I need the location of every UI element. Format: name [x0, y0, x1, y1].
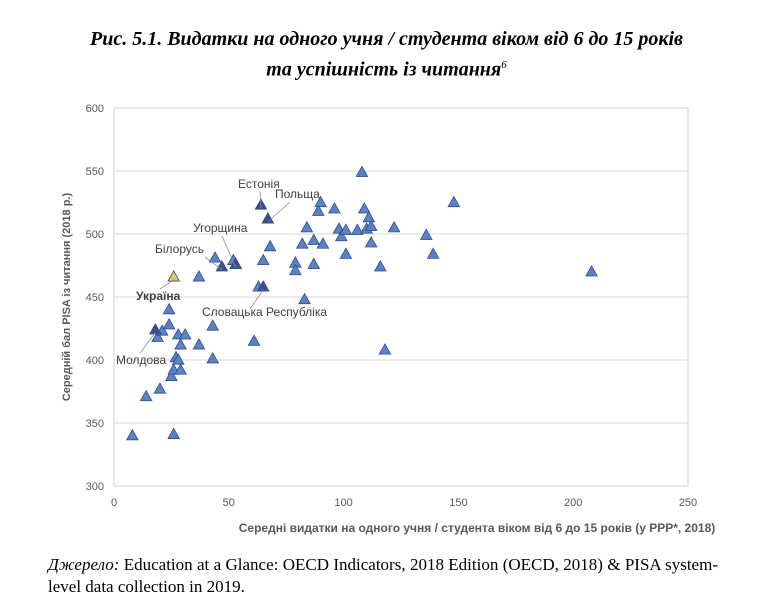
y-tick-label: 600: [86, 103, 104, 115]
data-point: [167, 427, 181, 439]
data-point: [192, 270, 206, 282]
data-point: [208, 251, 222, 263]
callout-line: [221, 235, 237, 268]
data-point: [419, 228, 433, 240]
highlighted-point: [215, 259, 229, 272]
callout-line: [204, 256, 223, 271]
x-tick-label: 250: [679, 497, 697, 509]
highlighted-point: [229, 257, 243, 269]
data-point: [125, 428, 139, 441]
data-point: [289, 263, 302, 276]
country-label-slovakia: Словацька Республіка: [202, 305, 327, 319]
data-point: [585, 264, 598, 277]
data-point: [139, 389, 153, 402]
data-point: [316, 237, 330, 249]
highlighted-point: [167, 270, 181, 282]
x-tick-label: 100: [334, 497, 352, 509]
data-point: [295, 237, 309, 249]
data-point: [153, 382, 167, 394]
x-tick-label: 50: [223, 497, 235, 509]
data-point: [300, 220, 314, 233]
highlighted-point: [256, 280, 270, 292]
grid-lines: [114, 170, 688, 424]
data-point: [174, 363, 187, 375]
y-tick-labels: 300 350 400 450 500 550 600: [86, 103, 104, 493]
source-caption: Джерело: Education at a Glance: OECD Ind…: [48, 554, 718, 598]
data-points: [125, 165, 598, 441]
title-line-2-text: та успішність із читання: [266, 58, 502, 81]
data-point: [339, 247, 353, 259]
x-tick-label: 200: [564, 497, 582, 509]
data-point: [387, 220, 401, 233]
callout-line: [259, 191, 262, 209]
data-point: [247, 334, 261, 346]
data-point: [378, 343, 392, 355]
data-point: [307, 257, 321, 269]
data-point: [447, 195, 461, 208]
highlighted-points: [148, 198, 275, 335]
y-axis-label: Середній бал PISA із читання (2018 р.): [61, 193, 73, 402]
data-point: [192, 338, 206, 350]
title-line-1: Рис. 5.1. Видатки на одного учня / студе…: [90, 28, 683, 50]
country-label-estonia: Естонія: [238, 177, 280, 191]
data-point: [311, 204, 325, 216]
data-point: [332, 222, 346, 234]
y-tick-label: 550: [86, 166, 104, 178]
country-label-moldova: Молдова: [116, 353, 166, 367]
data-point: [256, 253, 270, 266]
data-point: [165, 369, 178, 381]
data-point: [364, 236, 378, 248]
title-line-2: та успішність із читання6: [0, 52, 773, 83]
highlighted-point: [148, 322, 162, 335]
y-tick-label: 400: [86, 355, 104, 367]
callout-line: [267, 201, 291, 223]
data-point: [178, 327, 192, 340]
data-point: [174, 338, 187, 350]
data-point: [263, 239, 277, 252]
highlighted-point: [261, 212, 275, 224]
data-point: [314, 195, 328, 208]
data-point: [206, 351, 220, 364]
data-point: [426, 247, 440, 259]
data-point: [355, 165, 369, 177]
source-text: Education at a Glance: OECD Indicators, …: [48, 555, 718, 596]
chart-title: Рис. 5.1. Видатки на одного учня / студе…: [0, 26, 773, 83]
data-point: [307, 233, 321, 245]
data-point: [206, 319, 220, 331]
data-point: [328, 201, 341, 214]
y-tick-label: 350: [86, 418, 104, 430]
x-axis-label: Середні видатки на одного учня / студент…: [239, 521, 716, 535]
footnote-mark: 6: [501, 59, 507, 71]
y-tick-label: 500: [86, 229, 104, 241]
data-point: [364, 219, 378, 232]
y-tick-label: 300: [86, 481, 104, 493]
data-point: [151, 330, 165, 342]
data-point: [357, 201, 371, 214]
data-point: [334, 229, 348, 242]
callout-line: [139, 332, 156, 354]
y-tick-label: 450: [86, 292, 104, 304]
country-label-hungary: Угорщина: [193, 221, 248, 235]
x-tick-labels: 0 50 100 150 200 250: [111, 497, 697, 509]
x-tick-label: 150: [449, 497, 467, 509]
source-prefix: Джерело:: [48, 555, 120, 574]
callout-line: [159, 279, 174, 290]
country-label-ukraine: Україна: [136, 289, 181, 303]
data-point: [339, 223, 353, 235]
data-point: [162, 302, 176, 315]
data-point: [373, 259, 387, 272]
country-label-poland: Польща: [275, 187, 320, 201]
x-tick-label: 0: [111, 497, 117, 509]
callout-lines: [139, 191, 291, 354]
data-point: [298, 292, 311, 305]
data-point: [171, 353, 185, 365]
data-point: [162, 317, 176, 330]
callout-line: [249, 289, 264, 310]
data-point: [350, 223, 364, 235]
country-label-belarus: Білорусь: [155, 242, 204, 256]
data-point: [362, 210, 376, 223]
